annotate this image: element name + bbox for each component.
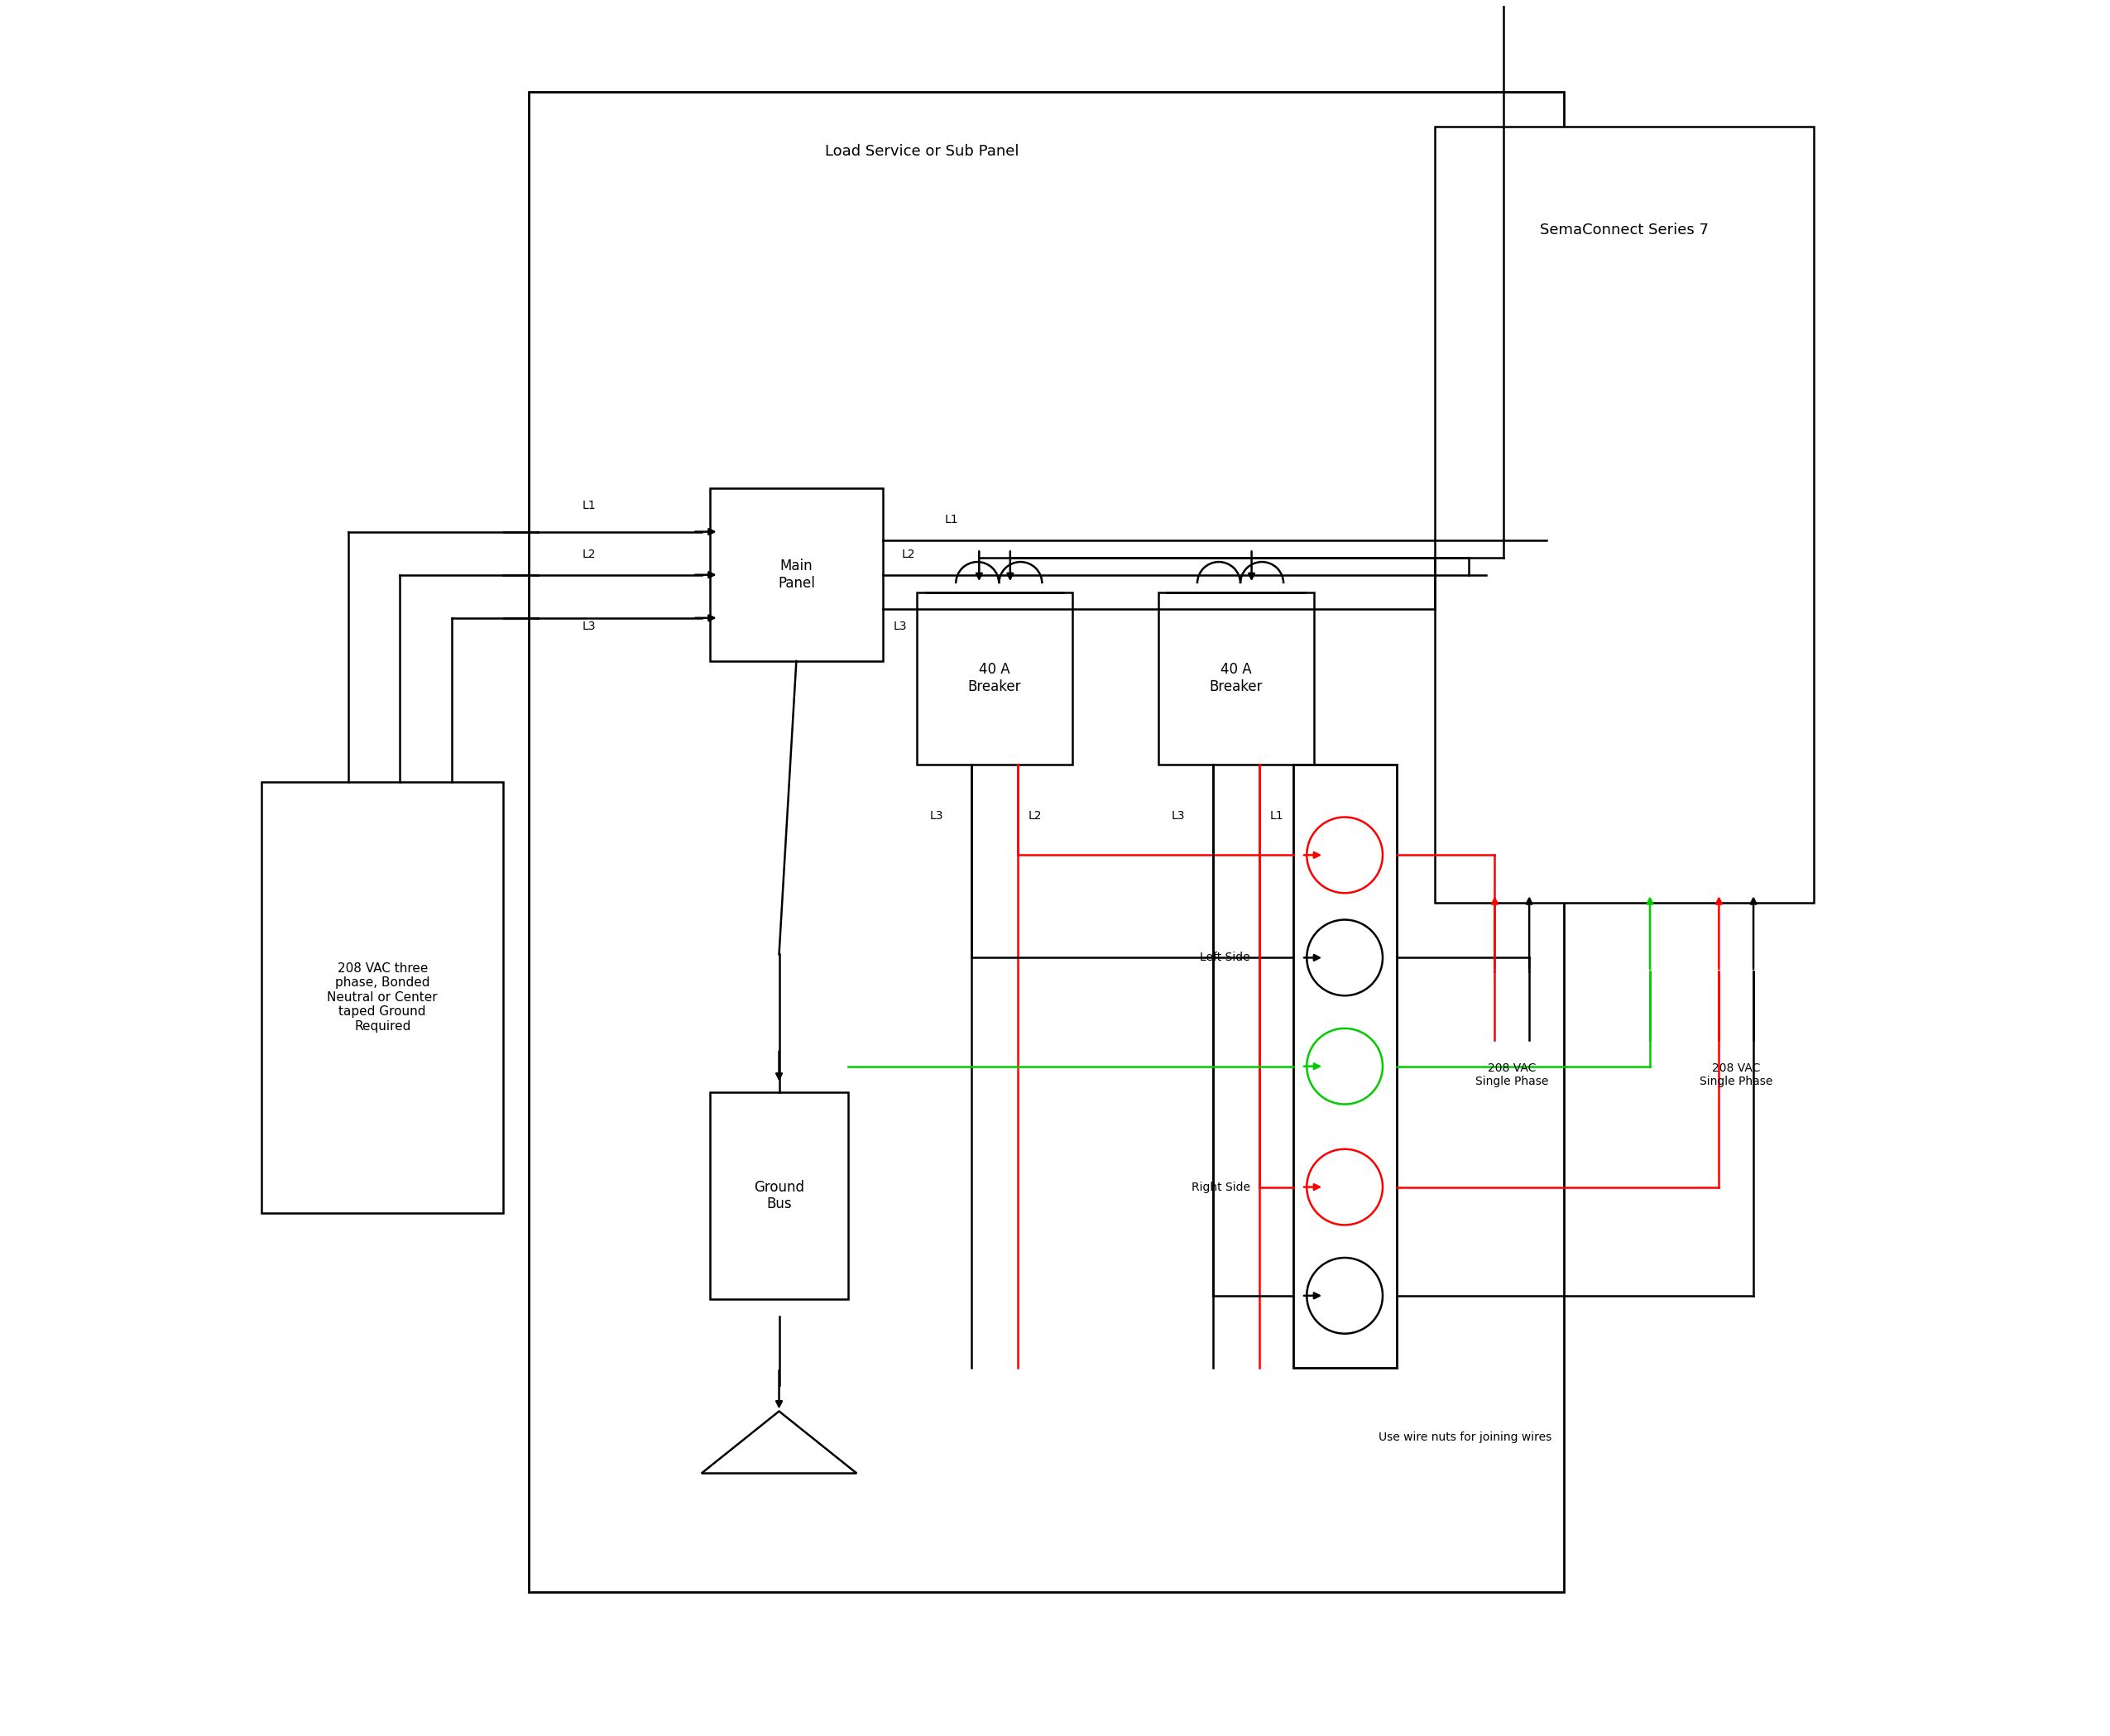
Text: 208 VAC
Single Phase: 208 VAC Single Phase — [1475, 1062, 1549, 1087]
FancyBboxPatch shape — [1293, 764, 1397, 1368]
Text: L3: L3 — [582, 621, 597, 632]
Text: L2: L2 — [1028, 811, 1042, 823]
FancyBboxPatch shape — [1435, 127, 1815, 903]
Text: L2: L2 — [582, 549, 597, 561]
Text: 40 A
Breaker: 40 A Breaker — [968, 661, 1021, 694]
FancyBboxPatch shape — [918, 592, 1072, 764]
Text: Ground
Bus: Ground Bus — [753, 1179, 804, 1212]
Text: L3: L3 — [1171, 811, 1186, 823]
Text: Use wire nuts for joining wires: Use wire nuts for joining wires — [1378, 1430, 1553, 1443]
Text: 208 VAC
Single Phase: 208 VAC Single Phase — [1701, 1062, 1772, 1087]
FancyBboxPatch shape — [530, 92, 1564, 1592]
FancyBboxPatch shape — [711, 488, 882, 661]
Text: 40 A
Breaker: 40 A Breaker — [1209, 661, 1262, 694]
Text: L2: L2 — [901, 549, 916, 561]
Text: Right Side: Right Side — [1192, 1180, 1249, 1193]
Text: L1: L1 — [945, 514, 958, 526]
Text: L3: L3 — [931, 811, 943, 823]
Text: Left Side: Left Side — [1201, 951, 1249, 963]
Text: Main
Panel: Main Panel — [779, 559, 814, 590]
Text: L1: L1 — [582, 500, 597, 512]
FancyBboxPatch shape — [711, 1092, 848, 1299]
Text: SemaConnect Series 7: SemaConnect Series 7 — [1540, 222, 1709, 238]
Text: L1: L1 — [1270, 811, 1283, 823]
FancyBboxPatch shape — [1158, 592, 1315, 764]
Text: L3: L3 — [893, 621, 907, 632]
Text: Load Service or Sub Panel: Load Service or Sub Panel — [825, 144, 1019, 158]
FancyBboxPatch shape — [262, 781, 502, 1213]
Text: 208 VAC three
phase, Bonded
Neutral or Center
taped Ground
Required: 208 VAC three phase, Bonded Neutral or C… — [327, 962, 437, 1033]
